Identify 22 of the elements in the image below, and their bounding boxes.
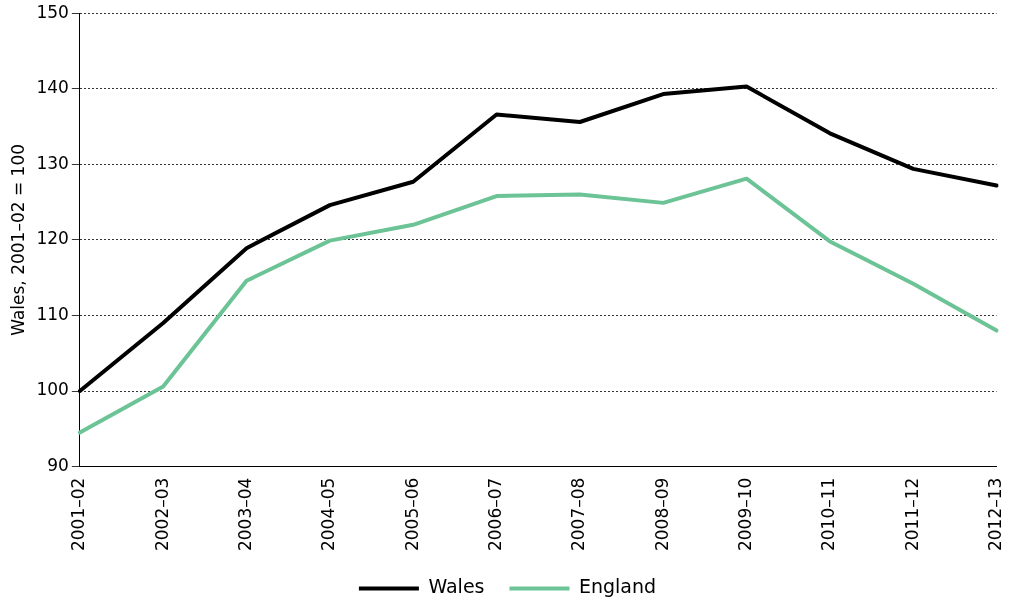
x-tick-label: 2005–06 bbox=[401, 477, 422, 552]
x-tick-label: 2006–07 bbox=[484, 477, 505, 552]
x-tick-label: 2001–02 bbox=[68, 477, 89, 552]
x-tick-label: 2009–10 bbox=[735, 477, 755, 552]
y-tick-label: 130 bbox=[36, 152, 69, 173]
x-tick-label: 2012–13 bbox=[985, 477, 1006, 552]
y-tick-label: 110 bbox=[36, 303, 69, 324]
y-tick-label: 120 bbox=[36, 228, 69, 249]
x-tick-label: 2003–04 bbox=[234, 477, 255, 552]
y-tick-label: 140 bbox=[36, 77, 69, 98]
x-tick-label: 2011–12 bbox=[901, 477, 922, 552]
x-tick-label: 2007–08 bbox=[568, 477, 589, 552]
x-tick-label: 2002–03 bbox=[151, 477, 172, 552]
y-tick-label: 150 bbox=[36, 1, 69, 22]
x-tick-label: 2004–05 bbox=[318, 477, 339, 552]
y-tick-label: 100 bbox=[36, 379, 69, 400]
x-tick-label: 2010–11 bbox=[818, 477, 839, 552]
y-tick-label: 90 bbox=[47, 455, 69, 476]
y-axis-title: Wales, 2001–02 = 100 bbox=[7, 143, 28, 336]
legend-label: Wales bbox=[428, 575, 485, 598]
legend-label: England bbox=[578, 575, 657, 598]
x-tick-label: 2008–09 bbox=[651, 477, 672, 552]
